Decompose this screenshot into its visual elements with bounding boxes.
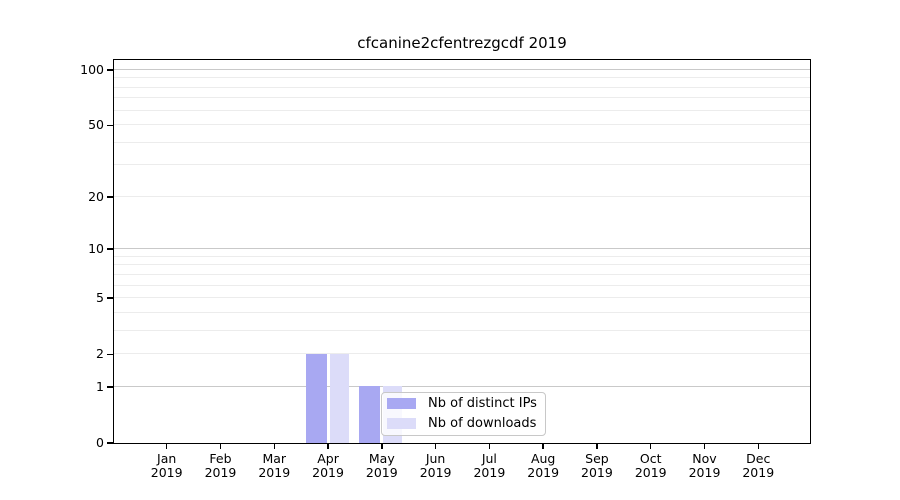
xtick-label-month: Feb xyxy=(209,451,232,466)
xtick-label-month: Oct xyxy=(639,451,662,466)
xtick-label-year: 2019 xyxy=(742,465,775,480)
xtick-mark xyxy=(434,444,437,449)
xtick-label-month: Jul xyxy=(481,451,497,466)
gridline-minor xyxy=(113,353,810,355)
xtick-label-year: 2019 xyxy=(204,465,237,480)
legend-swatch-downloads xyxy=(387,418,416,429)
plot-area: Nb of distinct IPs Nb of downloads xyxy=(112,58,811,444)
gridline-minor xyxy=(113,311,810,313)
xtick-label-year: 2019 xyxy=(527,465,560,480)
grid-layer xyxy=(113,60,810,443)
ytick-label: 1 xyxy=(96,378,104,394)
xtick-label-month: May xyxy=(368,451,395,466)
xtick-mark xyxy=(488,444,491,449)
ytick-mark xyxy=(107,124,113,126)
ytick-label: 20 xyxy=(88,188,104,204)
gridline-minor xyxy=(113,164,810,166)
ytick-mark xyxy=(107,386,113,388)
xtick-label-month: Nov xyxy=(692,451,717,466)
legend-label-downloads: Nb of downloads xyxy=(428,416,537,431)
xtick-label-month: Jan xyxy=(157,451,177,466)
gridline-minor xyxy=(113,273,810,275)
bar-nb-of-distinct-ips-apr xyxy=(305,353,327,443)
legend-item-downloads: Nb of downloads xyxy=(387,416,539,431)
ytick-mark xyxy=(107,442,113,444)
xtick-mark xyxy=(757,444,759,449)
xtick-mark xyxy=(219,444,222,449)
legend: Nb of distinct IPs Nb of downloads xyxy=(381,392,546,436)
gridline-minor xyxy=(113,109,810,111)
ytick-mark xyxy=(107,196,113,198)
legend-item-distinct-ips: Nb of distinct IPs xyxy=(387,396,539,411)
gridline-minor xyxy=(113,297,810,299)
ytick-label: 5 xyxy=(96,290,104,306)
xtick-mark xyxy=(273,444,275,449)
gridline-major xyxy=(113,248,810,250)
legend-swatch-distinct-ips xyxy=(387,398,416,409)
ytick-label: 100 xyxy=(80,62,104,77)
ytick-mark xyxy=(107,69,113,71)
gridline-minor xyxy=(113,264,810,266)
xtick-mark xyxy=(542,444,544,449)
xtick-label-month: Aug xyxy=(530,451,556,466)
xtick-label-year: 2019 xyxy=(634,465,667,480)
gridline-minor xyxy=(113,124,810,126)
gridline-minor xyxy=(113,77,810,79)
gridline-minor xyxy=(113,284,810,286)
gridline-minor xyxy=(113,97,810,99)
ytick-label: 0 xyxy=(96,435,104,450)
gridline-minor xyxy=(113,86,810,88)
xtick-mark xyxy=(327,444,329,449)
chart-title: cfcanine2cfentrezgcdf 2019 xyxy=(357,34,567,52)
xtick-label-month: Sep xyxy=(585,451,609,466)
xtick-label-year: 2019 xyxy=(688,465,721,480)
xtick-mark xyxy=(166,444,168,449)
xtick-label-year: 2019 xyxy=(258,465,291,480)
xtick-label-month: Jun xyxy=(425,451,446,466)
ytick-mark xyxy=(107,297,113,299)
xtick-label-month: Mar xyxy=(262,451,287,466)
xtick-mark xyxy=(596,444,598,449)
ytick-label: 2 xyxy=(96,346,104,362)
xtick-label-year: 2019 xyxy=(581,465,613,480)
gridline-minor xyxy=(113,195,810,197)
bar-nb-of-distinct-ips-may xyxy=(359,386,381,443)
xtick-label-year: 2019 xyxy=(312,465,344,480)
xtick-label-year: 2019 xyxy=(473,465,506,480)
xtick-label-year: 2019 xyxy=(365,465,398,480)
legend-label-distinct-ips: Nb of distinct IPs xyxy=(428,396,537,411)
gridline-minor xyxy=(113,329,810,331)
xtick-mark xyxy=(703,444,706,449)
ytick-label: 10 xyxy=(88,241,104,257)
gridline-minor xyxy=(113,141,810,143)
xtick-label-year: 2019 xyxy=(419,465,452,480)
xtick-label-month: Apr xyxy=(317,451,339,466)
gridline-major xyxy=(113,385,810,387)
xtick-mark xyxy=(381,444,383,449)
ytick-mark xyxy=(107,248,113,250)
ytick-mark xyxy=(107,353,113,355)
ytick-label: 50 xyxy=(88,117,104,133)
xtick-mark xyxy=(650,444,652,449)
xtick-label-month: Dec xyxy=(746,451,771,466)
gridline-major xyxy=(113,69,810,70)
gridline-minor xyxy=(113,255,810,257)
bar-nb-of-downloads-apr xyxy=(329,353,349,443)
xtick-label-year: 2019 xyxy=(150,465,183,480)
